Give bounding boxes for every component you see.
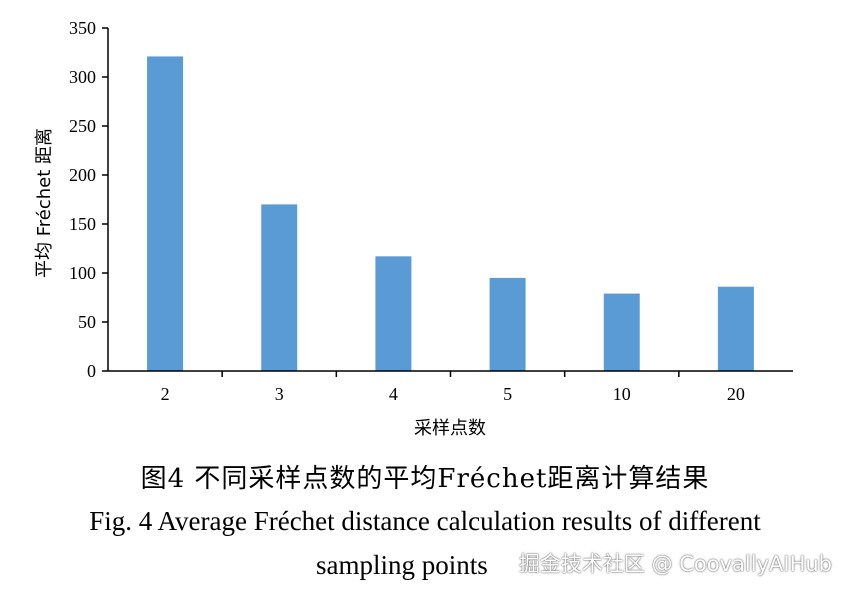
x-axis-title: 采样点数 (414, 418, 486, 439)
x-tick-label: 3 (275, 384, 284, 404)
y-tick-label: 200 (69, 165, 96, 185)
y-tick-label: 150 (69, 214, 96, 234)
bar-20 (717, 286, 754, 371)
y-tick-label: 250 (69, 116, 96, 136)
figure-caption-english-line2: sampling points (316, 550, 488, 580)
y-ticks-group: 0 50 100 150 200 250 300 350 (69, 18, 108, 381)
bar-3 (261, 204, 298, 371)
bar-4 (375, 256, 412, 371)
x-tick-label: 20 (727, 384, 745, 404)
watermark: 掘金技术社区 @ CoovallyAIHub (518, 552, 832, 576)
y-axis-title: 平均 Fréchet 距离 (34, 128, 55, 278)
bar-5 (489, 277, 526, 371)
y-tick-label: 300 (69, 67, 96, 87)
y-tick-label: 0 (87, 361, 96, 381)
x-tick-label: 4 (389, 384, 398, 404)
figure-caption-chinese: 图4 不同采样点数的平均Fréchet距离计算结果 (140, 464, 710, 494)
x-ticks-group: 2 3 4 5 10 20 (161, 371, 745, 404)
y-tick-label: 100 (69, 263, 96, 283)
bar-2 (147, 56, 184, 372)
y-tick-label: 350 (69, 18, 96, 38)
bars-group (147, 56, 754, 372)
x-tick-label: 10 (613, 384, 631, 404)
x-tick-label: 5 (503, 384, 512, 404)
bar-chart: 0 50 100 150 200 250 300 350 2 3 4 5 10 20 平均 Fréche… (34, 18, 793, 439)
figure-caption-english-line1: Fig. 4 Average Fréchet distance calculat… (89, 506, 761, 536)
bar-10 (603, 293, 640, 371)
y-tick-label: 50 (78, 312, 96, 332)
x-tick-label: 2 (161, 384, 170, 404)
